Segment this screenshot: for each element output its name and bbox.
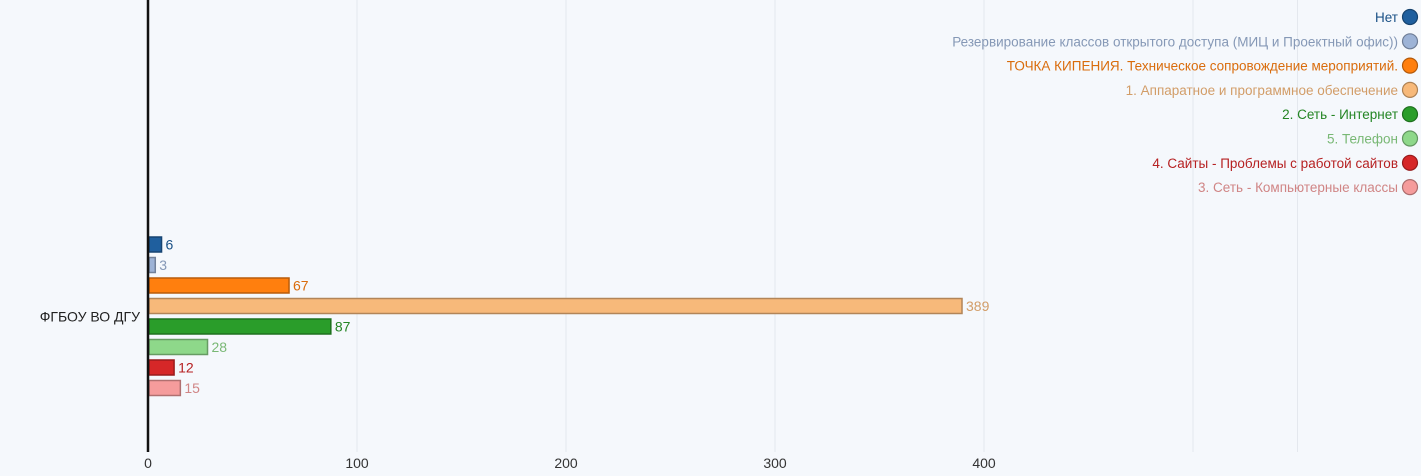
axes: 0 100 200 300 400 ФГБОУ ВО ДГУ [40,0,996,471]
legend-marker [1401,130,1419,147]
x-tick-label: 300 [763,455,787,471]
legend-label: 4. Сайты - Проблемы с работой сайтов [1152,156,1398,171]
legend-marker [1401,154,1419,171]
bar [148,318,332,335]
x-tick-label: 100 [345,455,369,471]
legend-item[interactable]: 3. Сеть - Компьютерные классы [1198,179,1419,196]
legend-label: ТОЧКА КИПЕНИЯ. Техническое сопровождение… [1007,59,1398,74]
legend-item[interactable]: ТОЧКА КИПЕНИЯ. Техническое сопровождение… [1007,57,1419,74]
legend: Нет Резервирование классов открытого дост… [952,8,1419,196]
grid-lines [356,0,1298,452]
bar-value-label: 67 [293,278,309,294]
bar [148,297,963,315]
bar-value-label: 87 [335,319,351,335]
bar [148,277,290,294]
bar-value-label: 12 [178,360,194,376]
legend-marker [1401,8,1419,26]
legend-label: 1. Аппаратное и программное обеспечение [1126,83,1398,98]
bar [148,379,182,397]
legend-label: Нет [1375,10,1398,25]
x-tick-label: 200 [554,455,578,471]
legend-marker [1401,179,1419,196]
legend-marker [1401,57,1419,74]
legend-item[interactable]: 2. Сеть - Интернет [1282,106,1419,123]
legend-item[interactable]: Резервирование классов открытого доступа… [952,33,1419,50]
legend-item[interactable]: 4. Сайты - Проблемы с работой сайтов [1152,154,1419,171]
x-tick-label: 0 [144,455,152,471]
bar [148,256,157,274]
bar-value-label: 28 [212,339,228,355]
bar [148,359,175,376]
value-labels: 6 3 67 389 87 28 12 15 [159,237,989,397]
legend-label: 5. Телефон [1327,132,1398,147]
bar-value-label: 389 [966,298,990,314]
legend-item[interactable]: 5. Телефон [1327,130,1419,147]
x-tick-label: 400 [972,455,996,471]
legend-marker [1401,106,1419,123]
legend-item[interactable]: 1. Аппаратное и программное обеспечение [1126,81,1419,99]
legend-marker [1401,33,1419,50]
bar-value-label: 15 [184,380,200,396]
bar [148,338,209,356]
legend-label: Резервирование классов открытого доступа… [952,34,1398,49]
y-category-label: ФГБОУ ВО ДГУ [40,308,140,324]
legend-item[interactable]: Нет [1375,8,1419,26]
legend-label: 2. Сеть - Интернет [1282,107,1398,122]
bars [148,236,963,397]
bar-value-label: 3 [159,257,167,273]
bar [148,236,163,253]
bar-value-label: 6 [166,237,174,253]
legend-marker [1401,81,1419,99]
legend-label: 3. Сеть - Компьютерные классы [1198,180,1398,195]
